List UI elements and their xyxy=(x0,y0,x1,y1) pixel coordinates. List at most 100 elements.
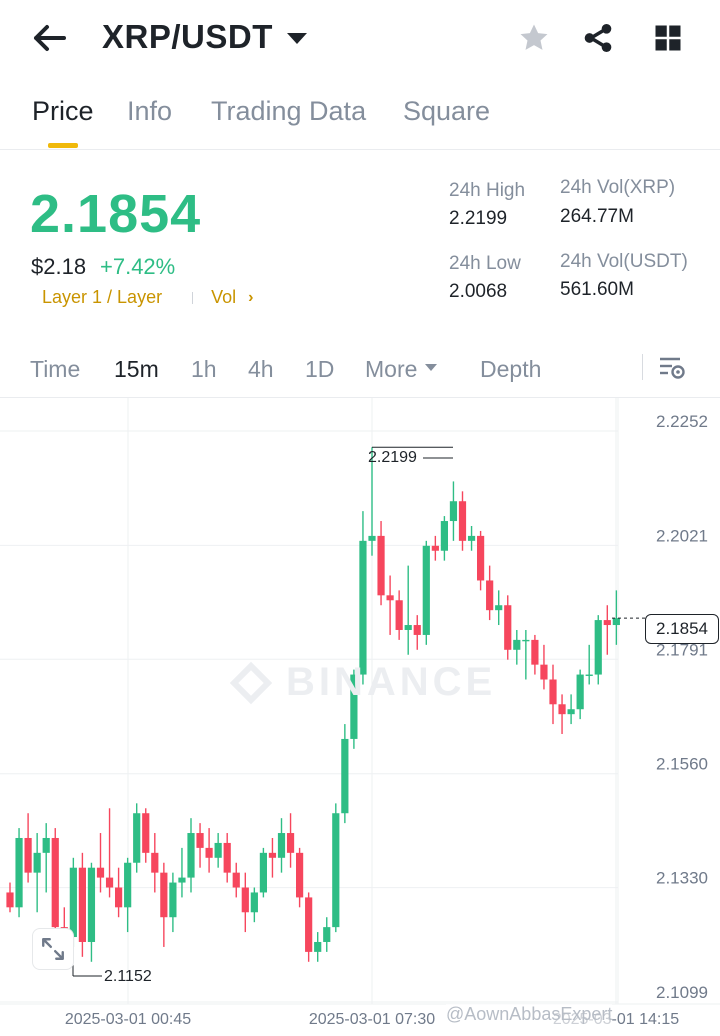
chart-canvas: 2.2252 2.2021 2.1791 2.1560 2.1330 2.1099 202… xyxy=(0,398,720,1028)
candle-body xyxy=(205,847,213,858)
price-tick-label: 2.2252 xyxy=(656,412,708,431)
high-marker-label: 2.2199 xyxy=(368,449,417,466)
grid-menu-icon[interactable] xyxy=(650,20,686,56)
candle xyxy=(386,575,394,635)
timeframe-more[interactable]: More xyxy=(365,356,438,383)
high-24h-label: 24h High xyxy=(449,180,526,201)
candle xyxy=(486,565,494,621)
pair-selector[interactable]: XRP/USDT xyxy=(102,18,307,56)
timeframe-1h[interactable]: 1h xyxy=(191,356,217,382)
candle-body xyxy=(142,813,150,853)
vol-xrp-label: 24h Vol(XRP) xyxy=(560,177,676,198)
candle-body xyxy=(522,639,530,642)
candle xyxy=(205,828,213,873)
price-tick-label: 2.1330 xyxy=(656,869,708,888)
caret-down-icon xyxy=(425,364,438,372)
annotations-layer xyxy=(72,446,646,977)
candle-body xyxy=(286,833,295,853)
candle-body xyxy=(612,618,620,626)
candle xyxy=(467,525,476,551)
candles-layer xyxy=(6,447,620,962)
chart-settings-icon[interactable] xyxy=(656,352,688,384)
candle-body xyxy=(440,521,448,551)
candle-body xyxy=(323,927,331,942)
candle-body xyxy=(305,897,313,952)
candle xyxy=(531,634,539,675)
candle xyxy=(223,833,231,883)
candle xyxy=(259,847,267,898)
candle xyxy=(24,813,32,883)
candle-body xyxy=(531,639,539,665)
candle-body xyxy=(51,837,59,928)
tab-price[interactable]: Price xyxy=(32,96,94,126)
timeframe-1d[interactable]: 1D xyxy=(305,356,335,382)
candle xyxy=(169,872,177,933)
depth-tab[interactable]: Depth xyxy=(480,356,542,382)
candle xyxy=(567,694,575,725)
candle xyxy=(268,837,277,878)
candle xyxy=(314,932,322,962)
candle xyxy=(15,828,23,918)
candle xyxy=(42,823,50,893)
candle xyxy=(458,491,467,551)
price-tick-label: 2.1560 xyxy=(656,755,708,774)
vol-xrp-value: 264.77M xyxy=(560,206,634,227)
credit-watermark: @AownAbbasExpert xyxy=(446,1004,613,1025)
candle-body xyxy=(549,679,557,705)
candle xyxy=(359,511,367,685)
candle-body xyxy=(15,837,23,908)
candle xyxy=(214,833,222,868)
pair-title: XRP/USDT xyxy=(102,18,273,55)
time-tick-label: 2025-03-01 00:45 xyxy=(65,1011,191,1028)
tab-trading-data[interactable]: Trading Data xyxy=(211,96,367,126)
watermark: BINANCE xyxy=(229,660,496,705)
candle xyxy=(286,813,295,868)
candle xyxy=(124,857,132,933)
candle-body xyxy=(603,620,611,626)
candle xyxy=(440,516,448,561)
caret-down-icon xyxy=(286,32,307,44)
candle xyxy=(495,590,503,626)
timeframe-4h[interactable]: 4h xyxy=(248,356,274,382)
candle-body xyxy=(431,545,439,551)
candle-body xyxy=(504,605,512,650)
candle-body xyxy=(105,877,114,888)
share-icon[interactable] xyxy=(580,20,616,56)
candle xyxy=(477,530,485,591)
candle-body xyxy=(594,620,602,675)
candle xyxy=(160,862,168,947)
candle-body xyxy=(458,501,467,541)
tab-square[interactable]: Square xyxy=(403,96,491,126)
vol-usdt-label: 24h Vol(USDT) xyxy=(560,251,688,272)
candlestick-chart[interactable]: 2.2252 2.2021 2.1791 2.1560 2.1330 2.1099 202… xyxy=(0,398,720,1036)
candle-body xyxy=(69,867,77,938)
candle xyxy=(178,847,186,898)
price-tick-label: 2.1099 xyxy=(656,983,708,1002)
candle-body xyxy=(449,501,458,522)
vol-link[interactable]: Vol xyxy=(211,287,237,307)
candle xyxy=(377,521,385,606)
candle xyxy=(449,481,458,541)
candle-body xyxy=(585,674,593,676)
candle-body xyxy=(467,535,476,541)
candle-body xyxy=(24,837,32,873)
candle xyxy=(549,664,557,725)
candle xyxy=(187,818,195,893)
category-tag[interactable]: Layer 1 / Layer xyxy=(42,287,163,307)
candle xyxy=(594,615,602,685)
candle xyxy=(522,629,530,680)
vol-usdt-value: 561.60M xyxy=(560,279,634,300)
back-arrow-icon[interactable] xyxy=(30,20,70,56)
more-label: More xyxy=(365,356,418,382)
tab-info[interactable]: Info xyxy=(127,96,173,126)
expand-chart-button[interactable] xyxy=(32,928,74,970)
star-icon[interactable] xyxy=(516,20,552,56)
price-tick-label: 2.2021 xyxy=(656,526,708,545)
timeframe-time[interactable]: Time xyxy=(30,356,81,382)
low-marker-label: 2.1152 xyxy=(104,968,152,985)
candle-body xyxy=(196,833,204,848)
candle-body xyxy=(151,852,159,873)
candle xyxy=(368,447,376,556)
high-24h-value: 2.2199 xyxy=(449,208,508,229)
timeframe-15m[interactable]: 15m xyxy=(114,356,159,382)
